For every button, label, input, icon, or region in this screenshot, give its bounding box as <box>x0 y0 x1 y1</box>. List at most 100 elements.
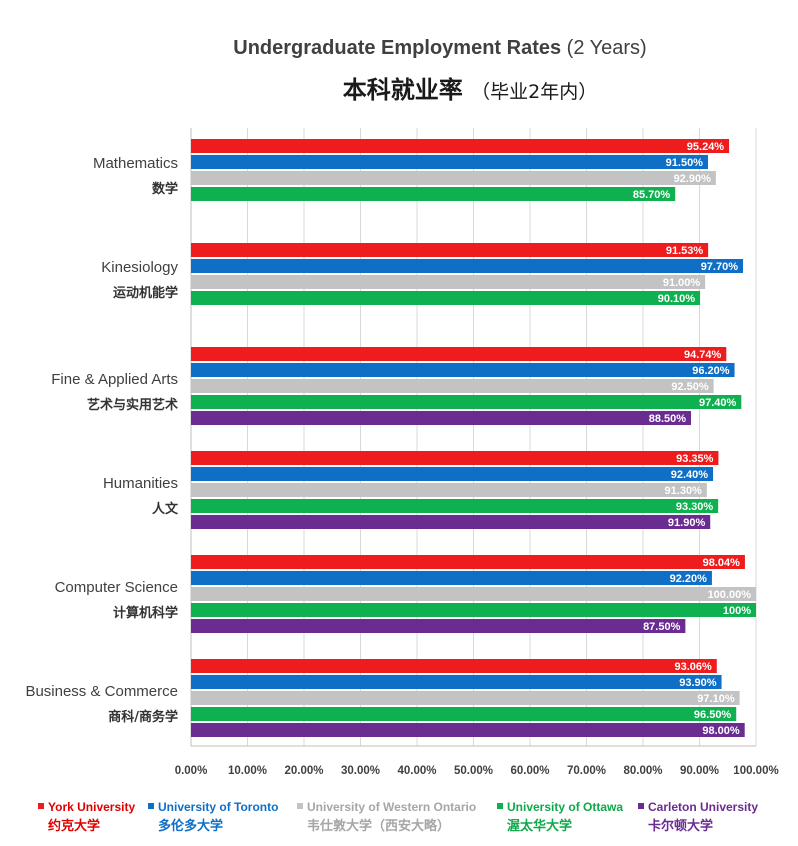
bar-value-label: 88.50% <box>649 413 687 425</box>
bar-value-label: 93.35% <box>676 453 714 465</box>
bar-value-label: 96.50% <box>694 709 732 721</box>
bar <box>191 603 756 617</box>
bar <box>191 411 692 425</box>
legend-label: York University <box>48 800 135 814</box>
x-tick-label: 40.00% <box>397 765 436 777</box>
bars: 95.24% 91.50% 92.90%85.70% 91.53% 97.70%91.0… <box>191 139 756 737</box>
legend-label: University of Toronto <box>158 800 278 814</box>
bar <box>191 467 714 481</box>
bar-value-label: 94.74% <box>684 349 722 361</box>
legend-label: University of Ottawa <box>507 800 623 814</box>
legend-label-zh: 韦仕敦大学（西安大略） <box>307 818 450 834</box>
legend-label: Carleton University <box>648 800 758 814</box>
legend-label-zh: 多伦多大学 <box>158 818 223 834</box>
x-tick-label: 20.00% <box>284 765 323 777</box>
chart-subtitle-main: 本科就业率 <box>343 76 463 104</box>
bar-value-label: 97.40% <box>699 397 737 409</box>
bar <box>191 259 744 273</box>
bar <box>191 139 730 153</box>
x-tick-label: 0.00% <box>175 765 208 777</box>
category-label: Mathematics <box>93 155 178 172</box>
legend-label-zh: 约克大学 <box>48 818 100 834</box>
bar <box>191 187 676 201</box>
x-tick-label: 80.00% <box>623 765 662 777</box>
legend-label-zh: 渥太华大学 <box>507 818 572 834</box>
bar <box>191 515 711 529</box>
legend-marker <box>297 803 303 809</box>
bar <box>191 707 737 721</box>
category-label-zh: 数学 <box>152 181 178 197</box>
category-labels: Mathematics 数学 Kinesiology 运动机能学 Fine & Appl… <box>25 155 179 725</box>
bar-value-label: 93.90% <box>679 677 717 689</box>
bar-value-label: 90.10% <box>658 293 696 305</box>
bar <box>191 291 701 305</box>
x-tick-label: 70.00% <box>567 765 606 777</box>
category-label-zh: 人文 <box>152 501 179 517</box>
bar <box>191 483 707 497</box>
bar <box>191 451 719 465</box>
x-axis-ticks: 0.00% 10.00% 20.00% 30.00% 40.00% 50.00% 60.00… <box>175 765 779 777</box>
x-tick-label: 100.00% <box>733 765 778 777</box>
bar-value-label: 87.50% <box>643 621 681 633</box>
bar-value-label: 92.50% <box>671 381 709 393</box>
bar <box>191 691 740 705</box>
category-label: Kinesiology <box>101 259 178 276</box>
bar <box>191 379 714 393</box>
bar-value-label: 97.10% <box>697 693 735 705</box>
bar-value-label: 92.20% <box>670 573 708 585</box>
bar-value-label: 97.70% <box>701 261 739 273</box>
chart-title-suffix: (2 Years) <box>567 37 647 59</box>
x-tick-label: 90.00% <box>680 765 719 777</box>
category-label: Fine & Applied Arts <box>51 371 178 388</box>
bar-value-label: 93.30% <box>676 501 714 513</box>
bar <box>191 571 712 585</box>
category-label: Computer Science <box>55 579 178 596</box>
bar-value-label: 95.24% <box>687 141 725 153</box>
bar-value-label: 98.00% <box>702 725 740 737</box>
x-tick-label: 30.00% <box>341 765 380 777</box>
bar <box>191 659 717 673</box>
category-label-zh: 运动机能学 <box>113 285 178 301</box>
category-label-zh: 艺术与实用艺术 <box>87 397 178 413</box>
x-tick-label: 50.00% <box>454 765 493 777</box>
bar <box>191 363 735 377</box>
chart-subtitle-suffix: （毕业2年内） <box>471 81 597 103</box>
bar-value-label: 93.06% <box>674 661 712 673</box>
chart-subtitle: 本科就业率 （毕业2年内） <box>343 76 597 104</box>
bar-value-label: 98.04% <box>703 557 741 569</box>
bar-value-label: 85.70% <box>633 189 671 201</box>
bar <box>191 243 709 257</box>
bar-value-label: 92.40% <box>671 469 709 481</box>
bar-value-label: 91.00% <box>663 277 701 289</box>
bar <box>191 171 716 185</box>
legend-label: University of Western Ontario <box>307 800 476 814</box>
legend-marker <box>38 803 44 809</box>
category-label-zh: 商科/商务学 <box>108 709 178 725</box>
bar-value-label: 92.90% <box>674 173 712 185</box>
category-label-zh: 计算机科学 <box>113 605 178 621</box>
bar <box>191 675 722 689</box>
bar <box>191 155 708 169</box>
chart-title-main: Undergraduate Employment Rates <box>233 37 561 59</box>
bar <box>191 499 719 513</box>
bar-value-label: 91.53% <box>666 245 704 257</box>
bar-value-label: 100% <box>723 605 751 617</box>
bar <box>191 347 727 361</box>
bar-value-label: 96.20% <box>692 365 730 377</box>
category-label: Humanities <box>103 475 178 492</box>
bar-value-label: 100.00% <box>708 589 752 601</box>
bar <box>191 587 756 601</box>
legend-marker <box>638 803 644 809</box>
legend-marker <box>148 803 154 809</box>
chart-title: Undergraduate Employment Rates (2 Years) <box>233 37 646 59</box>
legend-marker <box>497 803 503 809</box>
bar <box>191 619 686 633</box>
bar <box>191 723 745 737</box>
bar-value-label: 91.90% <box>668 517 706 529</box>
bar-value-label: 91.50% <box>666 157 704 169</box>
x-tick-label: 60.00% <box>510 765 549 777</box>
category-label: Business & Commerce <box>25 683 178 700</box>
bar <box>191 555 745 569</box>
legend: York University 约克大学 University of Toronto… <box>38 800 758 834</box>
